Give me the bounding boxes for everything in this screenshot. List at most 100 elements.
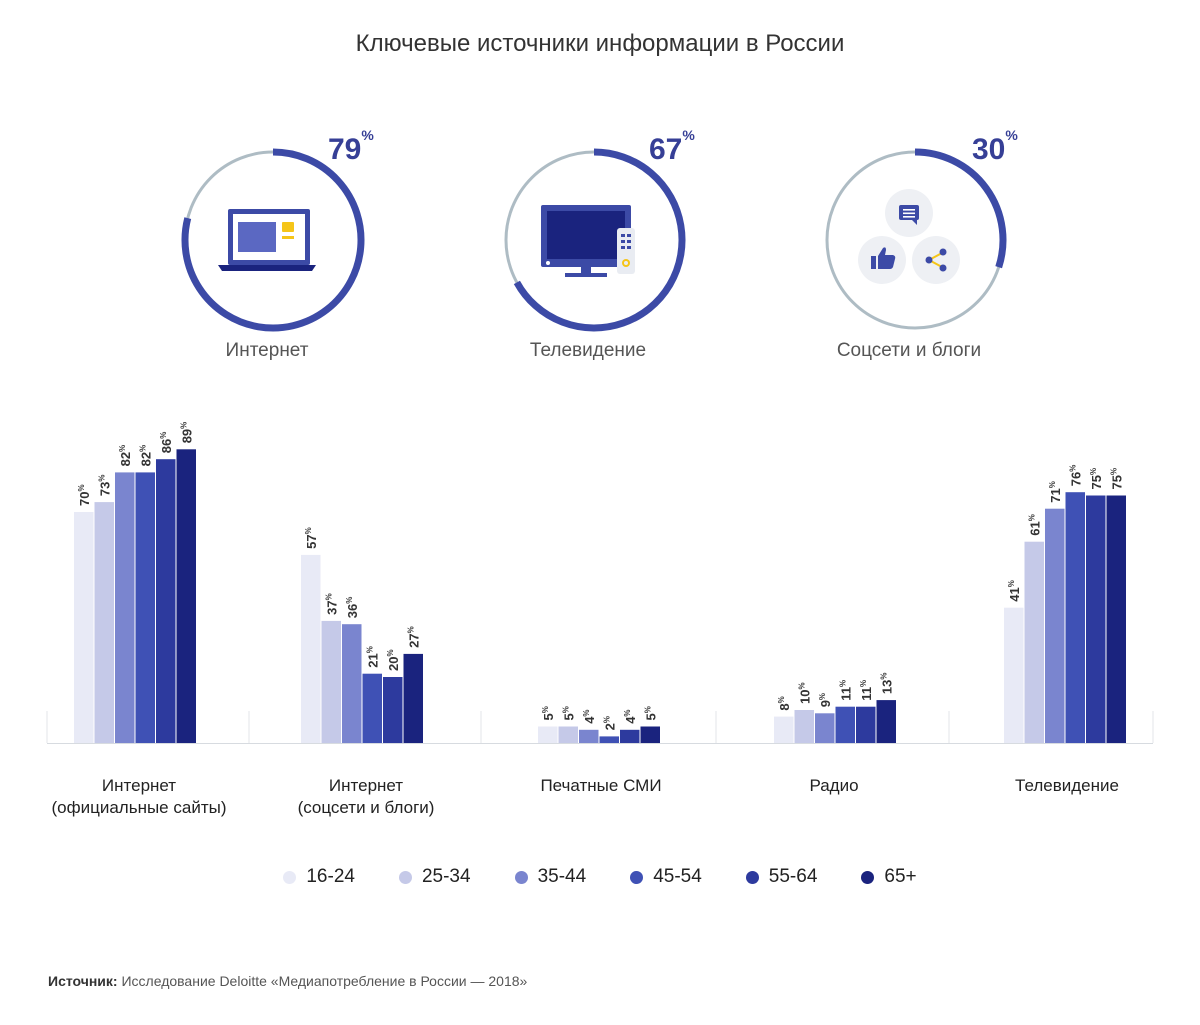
bar-value-label: 2% bbox=[602, 716, 617, 730]
donut-arc bbox=[914, 148, 1007, 269]
donut-percent: 67% bbox=[649, 127, 695, 166]
bar bbox=[835, 706, 855, 743]
source-note: Источник: Исследование Deloitte «Медиапо… bbox=[48, 973, 528, 989]
bar bbox=[321, 620, 341, 743]
bar bbox=[115, 472, 135, 743]
bar-value-label: 41% bbox=[1007, 580, 1022, 602]
bar bbox=[135, 472, 155, 743]
bar-value-label: 82% bbox=[138, 445, 153, 467]
legend-item: 16-24 bbox=[283, 866, 355, 888]
category-label: Интернет (соцсети и блоги) bbox=[297, 776, 435, 817]
donut-percent: 79% bbox=[328, 127, 374, 166]
bar-chart: 70% 73% 82% 82% 86% 89% 57% 37% 36% 21% 20% 27% 5% 5%… bbox=[46, 422, 1154, 744]
bar bbox=[538, 726, 558, 743]
bar bbox=[599, 736, 619, 743]
bar-value-label: 5% bbox=[561, 706, 576, 720]
bar bbox=[856, 706, 876, 743]
legend-item: 25-34 bbox=[398, 866, 471, 888]
donut-ring bbox=[504, 148, 686, 332]
bar-value-label: 86% bbox=[159, 432, 174, 454]
donut-label-social: Соцсети и блоги bbox=[836, 340, 982, 361]
thumbs-up-icon bbox=[858, 236, 906, 284]
donut-label-tv: Телевидение bbox=[529, 340, 647, 361]
category-label: Печатные СМИ bbox=[540, 776, 662, 795]
legend-item: 45-54 bbox=[630, 866, 702, 888]
bar-value-label: 27% bbox=[406, 626, 421, 648]
bar-value-label: 70% bbox=[77, 484, 92, 506]
legend-swatch bbox=[398, 870, 412, 884]
bar bbox=[876, 700, 896, 743]
bar-value-label: 21% bbox=[365, 646, 380, 668]
bar-value-label: 9% bbox=[818, 693, 833, 707]
donut-percent: 30% bbox=[972, 127, 1018, 166]
bar-value-label: 4% bbox=[582, 709, 597, 723]
bar bbox=[74, 512, 94, 743]
bar bbox=[1024, 541, 1044, 743]
bar bbox=[156, 459, 176, 743]
page-title: Ключевые источники информации в России bbox=[355, 30, 845, 57]
laptop-icon bbox=[218, 209, 316, 271]
bar-value-label: 13% bbox=[879, 673, 894, 695]
bar bbox=[794, 710, 814, 743]
legend: 16-24 25-34 35-44 45-54 55-64 65+ bbox=[0, 866, 1200, 888]
bar-value-label: 61% bbox=[1027, 514, 1042, 536]
bar bbox=[176, 449, 196, 743]
bar bbox=[1045, 508, 1065, 743]
bar bbox=[362, 673, 382, 743]
bar-value-label: 82% bbox=[118, 445, 133, 467]
legend-item: 65+ bbox=[861, 866, 917, 888]
bar-value-label: 71% bbox=[1048, 481, 1063, 503]
bar-value-label: 5% bbox=[541, 706, 556, 720]
legend-swatch bbox=[861, 870, 875, 884]
bar bbox=[94, 502, 114, 743]
donut-tv: 67% bbox=[499, 127, 695, 335]
bar bbox=[342, 624, 362, 743]
tv-icon bbox=[541, 205, 635, 277]
bar-value-label: 75% bbox=[1109, 468, 1124, 490]
donut-internet: 79% bbox=[178, 127, 374, 335]
bar bbox=[579, 729, 599, 743]
bar-value-label: 89% bbox=[179, 422, 194, 444]
bar-value-label: 57% bbox=[304, 527, 319, 549]
bar bbox=[1086, 495, 1106, 743]
legend-swatch bbox=[283, 870, 297, 884]
donut-arc bbox=[181, 148, 365, 332]
bar bbox=[301, 554, 321, 743]
bar-value-label: 36% bbox=[345, 597, 360, 619]
bar-value-label: 37% bbox=[324, 593, 339, 615]
bar bbox=[774, 716, 794, 743]
bar-value-label: 11% bbox=[859, 680, 874, 701]
bar-value-label: 10% bbox=[797, 682, 812, 704]
donut-ring bbox=[825, 148, 1007, 330]
bar bbox=[815, 713, 835, 743]
bar bbox=[403, 653, 423, 743]
bar-value-label: 75% bbox=[1089, 468, 1104, 490]
chat-icon bbox=[885, 189, 933, 237]
bar bbox=[620, 729, 640, 743]
share-icon bbox=[912, 236, 960, 284]
bar-value-label: 5% bbox=[643, 706, 658, 720]
category-label: Интернет (официальные сайты) bbox=[51, 776, 227, 817]
donut-ring bbox=[181, 148, 365, 332]
legend-swatch bbox=[630, 870, 644, 884]
category-label: Телевидение bbox=[1015, 776, 1119, 795]
donut-social: 30% bbox=[820, 127, 1018, 335]
legend-item: 35-44 bbox=[514, 866, 586, 888]
bar-value-label: 8% bbox=[777, 696, 792, 710]
bar-value-label: 20% bbox=[386, 649, 401, 671]
bar-value-label: 4% bbox=[623, 709, 638, 723]
category-label: Радио bbox=[809, 776, 859, 795]
bar-value-label: 11% bbox=[838, 680, 853, 701]
donut-arc bbox=[513, 148, 686, 332]
bar bbox=[1106, 495, 1126, 743]
bar bbox=[1065, 492, 1085, 743]
legend-swatch bbox=[745, 870, 759, 884]
legend-swatch bbox=[514, 870, 528, 884]
legend-item: 55-64 bbox=[745, 866, 817, 888]
bar-value-label: 73% bbox=[97, 475, 112, 497]
social-icons bbox=[858, 189, 960, 284]
bar bbox=[1004, 607, 1024, 743]
bar bbox=[383, 677, 403, 743]
bar bbox=[640, 726, 660, 743]
donut-label-internet: Интернет bbox=[225, 340, 309, 361]
